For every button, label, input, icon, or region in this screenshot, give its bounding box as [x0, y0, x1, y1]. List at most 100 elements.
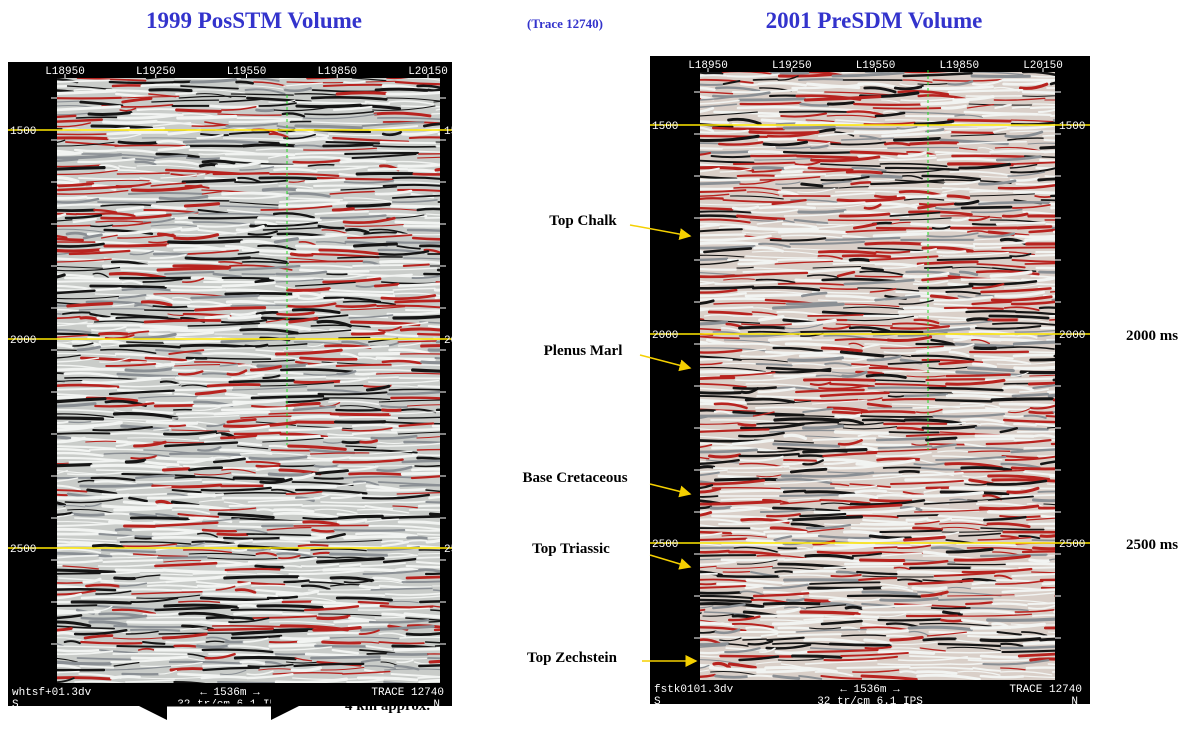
reflector: [411, 275, 440, 279]
reflector: [700, 458, 740, 465]
reflector: [909, 247, 937, 253]
reflector: [283, 87, 312, 93]
reflector: [150, 204, 187, 210]
reflector: [252, 615, 318, 619]
reflector: [848, 326, 891, 333]
reflector: [313, 493, 332, 499]
reflector: [772, 302, 845, 310]
reflector: [142, 278, 183, 283]
reflector: [994, 290, 1046, 298]
reflector: [73, 628, 128, 636]
reflector: [411, 368, 440, 373]
reflector: [902, 79, 933, 83]
reflector: [1018, 82, 1049, 90]
reflector: [307, 588, 372, 591]
reflector: [771, 619, 824, 626]
reflector: [1039, 145, 1055, 150]
reflector: [712, 661, 731, 669]
reflector: [954, 114, 984, 118]
reflector: [863, 203, 882, 210]
reflector: [201, 528, 238, 533]
reflector: [127, 192, 203, 195]
reflector: [287, 302, 337, 308]
reflector: [294, 124, 363, 130]
reflector: [68, 459, 126, 464]
reflector: [154, 561, 218, 568]
reflector: [327, 433, 354, 437]
reflector: [212, 272, 242, 278]
reflector: [1002, 80, 1051, 86]
reflector: [895, 290, 947, 295]
reflector: [882, 370, 958, 374]
reflector: [932, 455, 1003, 461]
reflector: [86, 488, 118, 496]
reflector: [980, 527, 1045, 531]
reflector: [186, 425, 207, 431]
reflector: [333, 420, 387, 424]
reflector: [129, 250, 154, 256]
reflector: [95, 220, 145, 223]
reflector: [368, 619, 430, 624]
reflector: [916, 260, 979, 266]
reflector: [770, 367, 832, 374]
reflector: [700, 250, 705, 254]
reflector: [57, 409, 114, 413]
reflector: [700, 572, 718, 576]
reflector: [57, 610, 101, 615]
reflector: [144, 309, 195, 312]
reflector: [934, 151, 991, 156]
reflector: [214, 160, 262, 169]
reflector: [700, 207, 734, 211]
reflector: [57, 436, 87, 444]
reflector: [902, 271, 950, 279]
reflector: [150, 224, 198, 227]
reflector: [296, 638, 324, 644]
reflector: [1028, 351, 1055, 354]
reflector: [57, 372, 66, 375]
reflector: [1013, 422, 1037, 427]
reflector: [906, 375, 946, 378]
reflector: [350, 331, 386, 336]
reflector: [910, 222, 973, 228]
reflector: [234, 539, 254, 544]
reflector: [1013, 439, 1055, 442]
reflector: [219, 598, 284, 604]
reflector: [72, 342, 94, 347]
reflector: [909, 655, 982, 660]
reflector: [757, 81, 807, 87]
reflector: [711, 126, 785, 131]
reflector: [812, 265, 862, 269]
reflector: [700, 608, 706, 612]
reflector: [762, 140, 809, 147]
reflector: [118, 582, 148, 587]
reflector: [108, 80, 175, 85]
reflector: [57, 462, 93, 468]
reflector: [114, 352, 169, 360]
reflector: [797, 454, 825, 458]
reflector: [714, 628, 741, 635]
reflector: [285, 401, 321, 408]
reflector: [329, 412, 391, 417]
reflector: [294, 152, 345, 155]
reflector: [398, 422, 435, 428]
reflector: [237, 580, 286, 586]
reflector: [103, 417, 173, 422]
reflector: [723, 278, 755, 281]
reflector: [153, 154, 188, 160]
reflector: [353, 242, 398, 248]
reflector: [93, 605, 113, 612]
reflector: [114, 144, 186, 147]
reflector: [310, 600, 360, 606]
reflector: [723, 339, 770, 344]
reflector: [178, 95, 247, 99]
reflector: [112, 652, 188, 656]
reflector: [169, 667, 203, 672]
reflector: [57, 341, 73, 344]
reflector: [232, 476, 288, 482]
reflector: [769, 429, 835, 433]
reflector: [57, 648, 101, 653]
reflector: [913, 119, 955, 126]
reflector: [424, 216, 440, 219]
reflector: [936, 250, 967, 254]
reflector: [700, 383, 747, 388]
